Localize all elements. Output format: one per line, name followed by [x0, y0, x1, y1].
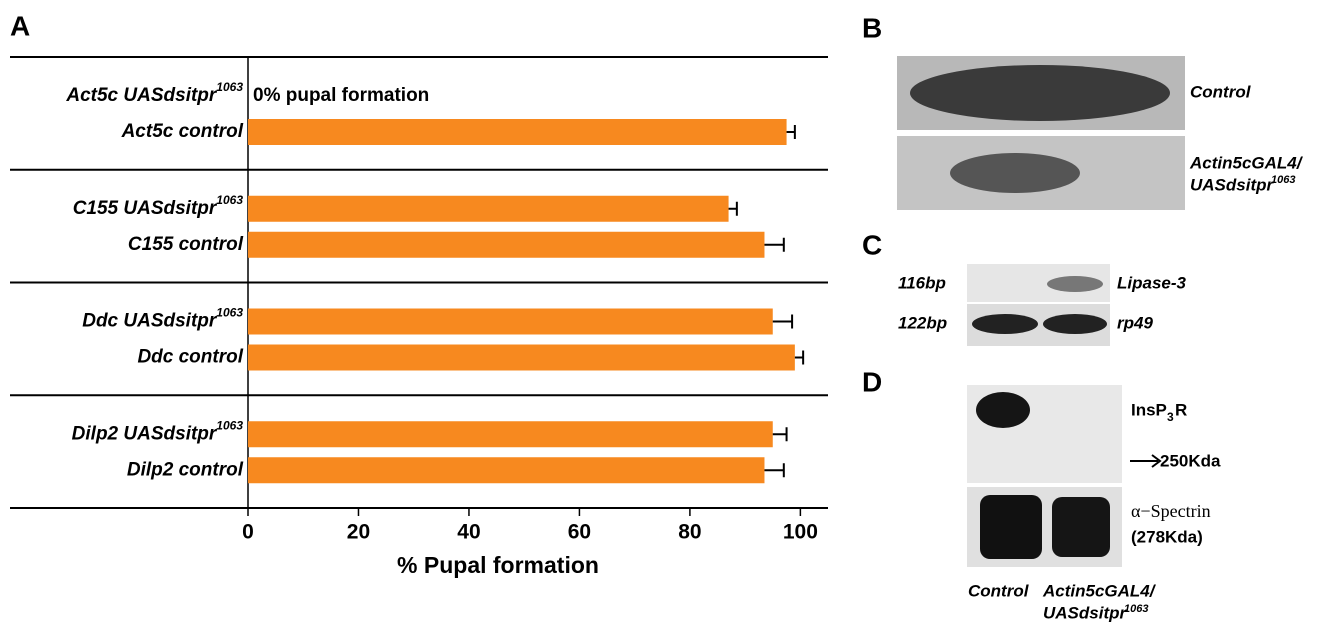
bar [248, 119, 787, 145]
band-label: R [1175, 400, 1187, 419]
lane-label: Actin5cGAL4/ [1042, 581, 1157, 600]
x-tick-label: 80 [678, 521, 701, 544]
x-tick-label: 20 [347, 521, 370, 544]
band-label: InsP [1131, 400, 1167, 419]
band [1052, 497, 1110, 557]
y-tick-label: Act5c UASdsitpr [65, 85, 218, 106]
panel-label: C [862, 229, 882, 260]
bar [248, 232, 764, 258]
image-label: Control [1190, 82, 1252, 101]
superscript: 1063 [1271, 174, 1295, 186]
x-tick-label: 60 [568, 521, 591, 544]
band [1047, 276, 1103, 292]
bar [248, 196, 729, 222]
size-label: 116bp [898, 273, 946, 292]
band [980, 495, 1042, 559]
y-tick-label: Ddc control [137, 347, 243, 368]
bar [248, 457, 764, 483]
x-tick-label: 40 [457, 521, 480, 544]
band [972, 314, 1038, 334]
marker-label: 250Kda [1160, 451, 1221, 470]
superscript: 1063 [1124, 603, 1148, 615]
band-label: (278Kda) [1131, 527, 1203, 546]
y-tick-label: C155 UASdsitpr [73, 198, 218, 219]
band [1043, 314, 1107, 334]
band-label: α−Spectrin [1131, 501, 1211, 521]
image-label: Actin5cGAL4/ [1189, 153, 1304, 172]
y-tick-label: Dilp2 UASdsitpr [72, 423, 218, 444]
y-tick-label: Ddc UASdsitpr [82, 311, 218, 332]
y-tick-label: C155 control [128, 234, 244, 255]
panel-label: D [862, 366, 882, 397]
size-label: 122bp [898, 313, 947, 332]
panel-label: A [10, 10, 30, 41]
x-axis-label: % Pupal formation [397, 552, 599, 578]
y-tick-label: Act5c control [121, 121, 244, 142]
annotation: 0% pupal formation [253, 85, 429, 106]
band [976, 392, 1030, 428]
bar [248, 309, 773, 335]
larva [950, 153, 1080, 193]
superscript: 1063 [216, 80, 243, 94]
gene-label: rp49 [1117, 313, 1153, 332]
y-tick-label: Dilp2 control [127, 459, 244, 480]
gene-label: Lipase-3 [1117, 273, 1187, 292]
superscript: 1063 [216, 306, 243, 320]
image-label: UASdsitpr [1190, 175, 1275, 194]
superscript: 1063 [216, 193, 243, 207]
lane-label: Control [968, 581, 1030, 600]
x-tick-label: 100 [783, 521, 818, 544]
panel-label: B [862, 12, 882, 43]
bar [248, 345, 795, 371]
larva [910, 65, 1170, 121]
lane-label: UASdsitpr [1043, 603, 1128, 622]
bar [248, 421, 773, 447]
x-tick-label: 0 [242, 521, 254, 544]
figure: B Control Actin5cGAL4/ UASdsitpr 1063 C … [0, 0, 1333, 625]
superscript: 1063 [216, 418, 243, 432]
band-label: 3 [1167, 410, 1174, 424]
